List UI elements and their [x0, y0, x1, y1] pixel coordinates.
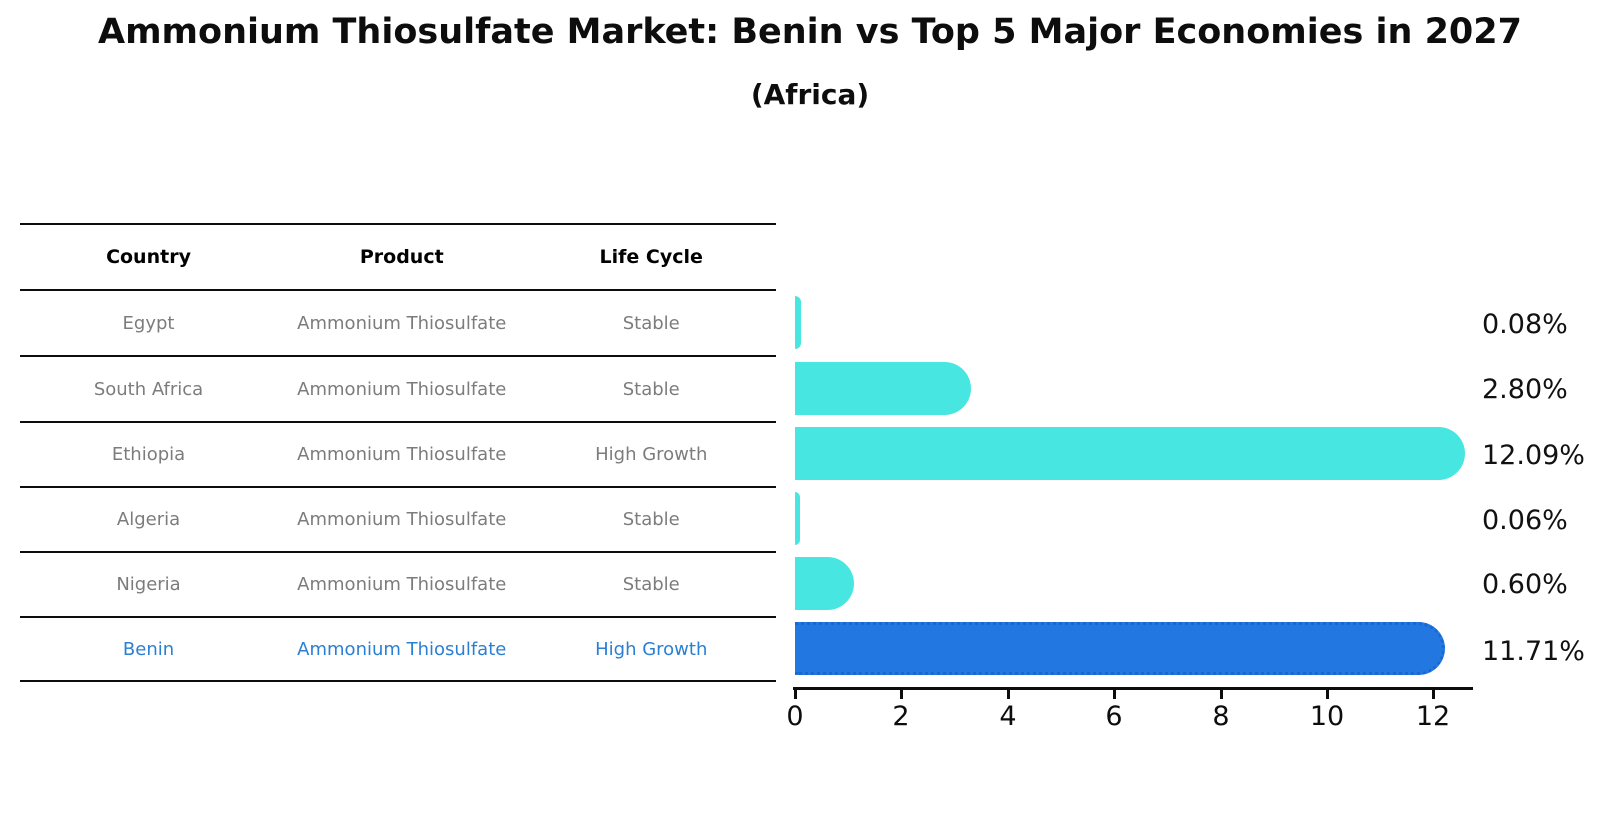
table-line	[20, 616, 776, 618]
value-label: 11.71%	[1482, 636, 1585, 667]
product-cell: Ammonium Thiosulfate	[297, 638, 507, 660]
tick-label: 8	[1212, 701, 1230, 732]
chart-title: Ammonium Thiosulfate Market: Benin vs To…	[98, 12, 1522, 52]
tick-label: 6	[1105, 701, 1123, 732]
product-cell: Ammonium Thiosulfate	[297, 509, 507, 530]
table-line	[20, 421, 776, 423]
chart-subtitle: (Africa)	[750, 78, 870, 111]
product-cell: Ammonium Thiosulfate	[297, 378, 507, 400]
table-row: Nigeria Ammonium Thiosulfate Stable	[20, 553, 776, 616]
tick-mark	[794, 690, 797, 699]
tick-label: 4	[999, 701, 1017, 732]
tick-mark	[1220, 690, 1223, 699]
country-cell: Egypt	[122, 312, 175, 334]
table-line	[20, 551, 776, 553]
country-cell: Nigeria	[116, 574, 181, 595]
table-row: South Africa Ammonium Thiosulfate Stable	[20, 357, 776, 421]
value-label: 0.60%	[1482, 569, 1568, 600]
value-label: 12.09%	[1482, 440, 1585, 471]
table-header-row: Country Product Life Cycle	[20, 225, 776, 289]
bar-egypt	[795, 296, 802, 349]
tick-mark	[1326, 690, 1329, 699]
bar-south-africa	[795, 362, 971, 415]
table-line	[20, 223, 776, 225]
tick-mark	[1007, 690, 1010, 699]
table-line	[20, 680, 776, 682]
life-cycle-cell: Stable	[622, 509, 680, 530]
life-cycle-cell: Stable	[622, 378, 680, 400]
value-label: 0.08%	[1482, 309, 1568, 340]
tick-mark	[900, 690, 903, 699]
value-label: 0.06%	[1482, 505, 1568, 536]
bar-algeria	[795, 492, 801, 545]
column-header-life-cycle: Life Cycle	[599, 246, 703, 268]
table-row: Ethiopia Ammonium Thiosulfate High Growt…	[20, 423, 776, 486]
country-cell: Algeria	[116, 509, 181, 530]
life-cycle-cell: Stable	[622, 574, 680, 595]
product-cell: Ammonium Thiosulfate	[297, 444, 507, 465]
table-row-highlighted: Benin Ammonium Thiosulfate High Growth	[20, 618, 776, 680]
tick-mark	[1432, 690, 1435, 699]
country-cell: South Africa	[93, 378, 204, 400]
tick-label: 12	[1415, 701, 1451, 732]
tick-label: 2	[892, 701, 910, 732]
tick-label: 0	[786, 701, 804, 732]
product-cell: Ammonium Thiosulfate	[297, 312, 507, 334]
table-row: Egypt Ammonium Thiosulfate Stable	[20, 291, 776, 355]
table-line	[20, 486, 776, 488]
product-cell: Ammonium Thiosulfate	[297, 574, 507, 595]
x-axis-line	[793, 687, 1473, 690]
table-line	[20, 355, 776, 357]
bar-benin-highlighted	[795, 622, 1445, 675]
column-header-product: Product	[359, 246, 444, 268]
column-header-country: Country	[106, 246, 191, 268]
country-cell: Ethiopia	[111, 444, 186, 465]
table-line	[20, 289, 776, 291]
life-cycle-cell: High Growth	[595, 444, 708, 465]
tick-mark	[1113, 690, 1116, 699]
life-cycle-cell: High Growth	[595, 638, 708, 660]
table-row: Algeria Ammonium Thiosulfate Stable	[20, 488, 776, 551]
tick-label: 10	[1309, 701, 1345, 732]
bar-ethiopia	[795, 427, 1466, 480]
bar-nigeria	[795, 557, 854, 610]
value-label: 2.80%	[1482, 374, 1568, 405]
country-cell: Benin	[122, 638, 175, 660]
life-cycle-cell: Stable	[622, 312, 680, 334]
